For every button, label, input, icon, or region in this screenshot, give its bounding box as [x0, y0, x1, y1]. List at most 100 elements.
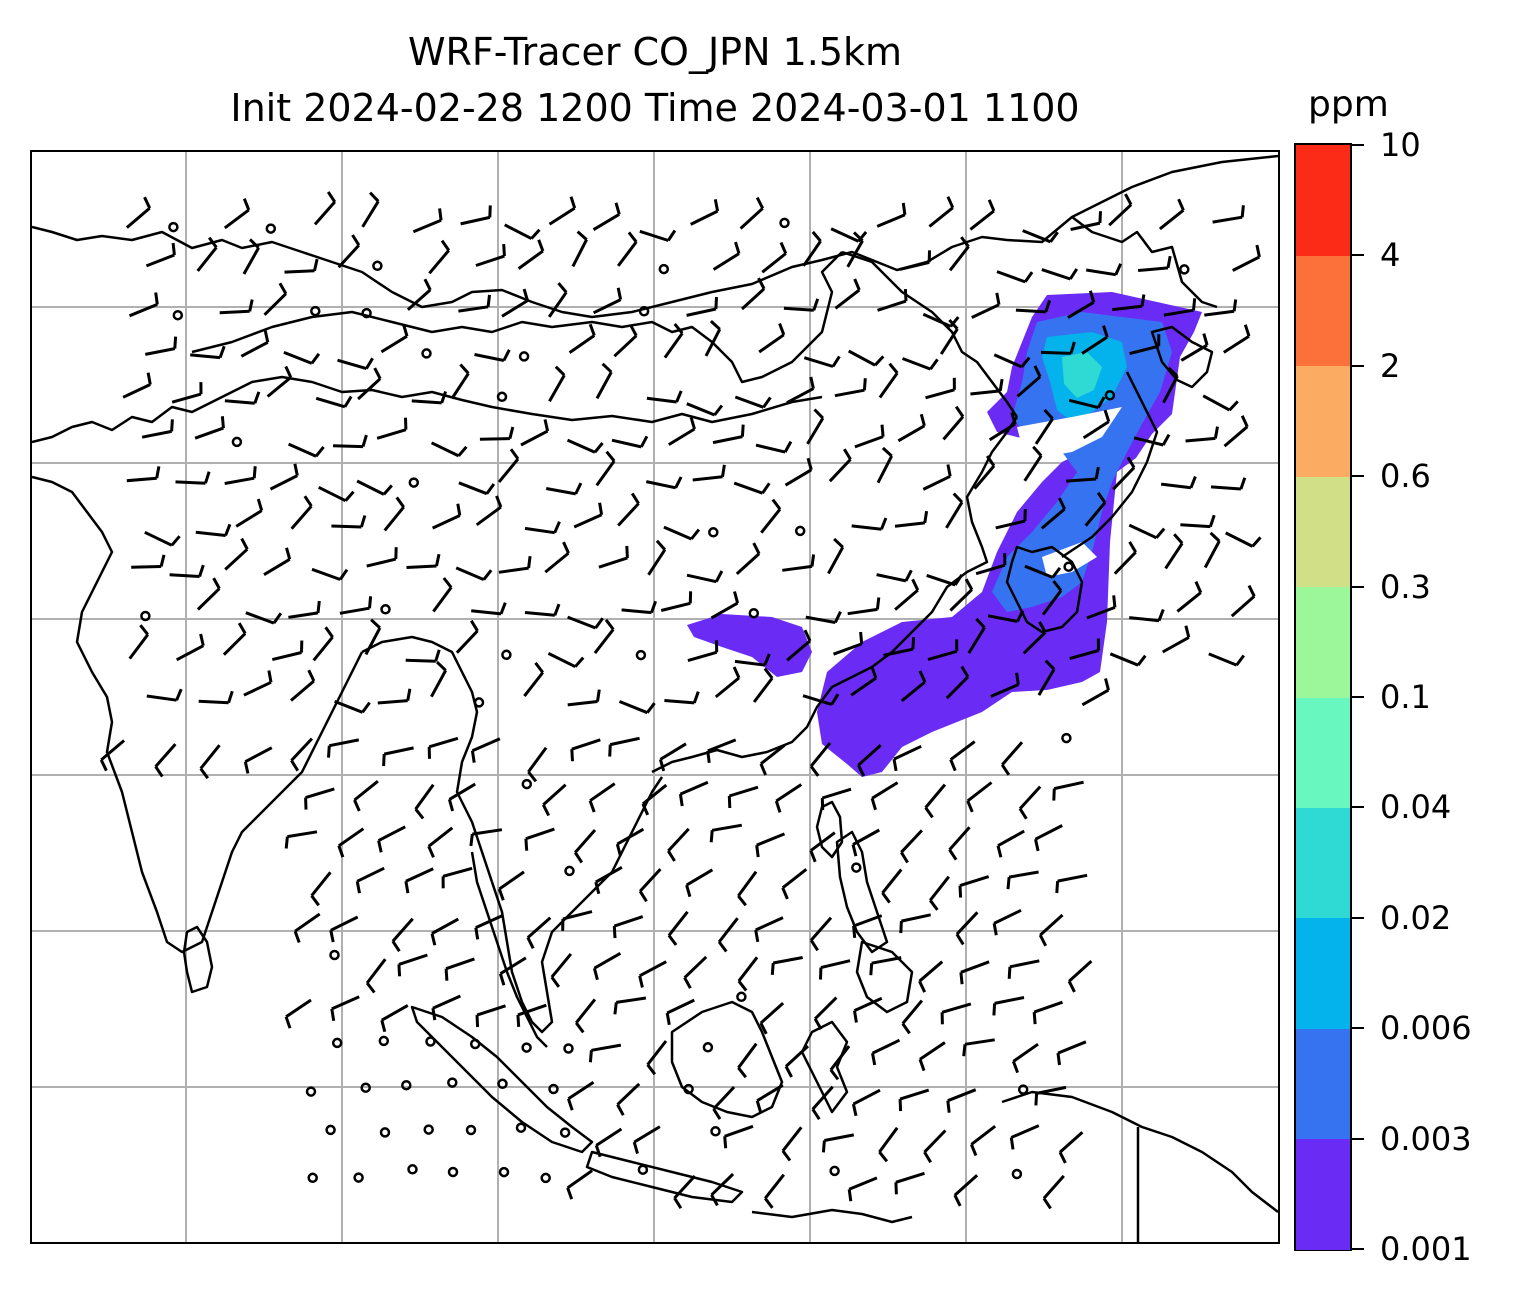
wind-barb-flag [714, 570, 724, 583]
wind-barb-calm [408, 477, 420, 488]
wind-barb-flag [709, 830, 714, 843]
wind-barb-flag [1184, 625, 1191, 638]
wind-barb-flag [1112, 595, 1117, 608]
wind-barb-shaft [997, 829, 1025, 848]
wind-barb-shaft [854, 435, 884, 449]
wind-barb-flag [524, 838, 529, 851]
wind-barb-flag [732, 666, 741, 679]
wind-barb-shaft [1018, 785, 1042, 810]
wind-barb-shaft [830, 227, 860, 243]
wind-barb-shaft [960, 960, 990, 974]
wind-barb-shaft [475, 505, 502, 527]
wind-barb-flag [284, 836, 289, 849]
wind-barb-shaft [737, 870, 758, 897]
wind-barb-shaft [458, 305, 489, 313]
wind-barb-shaft [761, 252, 787, 274]
wind-barb-shaft [285, 998, 312, 1019]
wind-barb-flag [1173, 533, 1184, 545]
wind-barb-shaft [927, 649, 958, 662]
wind-barb-flag [851, 844, 858, 857]
wind-barb-flag [1033, 365, 1042, 378]
colorbar-segment [1296, 1028, 1350, 1140]
wind-barb-flag [996, 845, 1003, 858]
wind-barb-flag [1049, 231, 1059, 243]
wind-barb-shaft [827, 546, 845, 575]
wind-barb-shaft [125, 206, 151, 229]
wind-barb-flag [881, 892, 891, 904]
wind-barb-flag [457, 445, 468, 457]
wind-barb-shaft [222, 632, 247, 656]
wind-barb-shaft [900, 680, 926, 703]
wind-barb-shaft [712, 435, 743, 445]
colorbar-tick-label: 2 [1380, 346, 1401, 385]
wind-barb-calm [307, 1172, 318, 1184]
wind-barb-flag [1202, 333, 1209, 346]
wind-barb-flag [923, 510, 929, 524]
wind-barb-shaft [567, 1081, 595, 1101]
wind-barb-shaft [609, 736, 640, 747]
wind-barb-flag [1094, 466, 1100, 480]
wind-barb-flag [498, 973, 506, 986]
wind-barb-flag [361, 701, 371, 714]
wind-barb-shaft [574, 829, 597, 854]
wind-barb-shaft [458, 481, 488, 496]
wind-barb-calm [496, 391, 508, 403]
wind-barb-shaft [616, 1082, 641, 1106]
wind-barb-flag [502, 244, 506, 257]
wind-barb-shaft [848, 1176, 878, 1191]
colorbar-unit-label: ppm [1308, 84, 1389, 125]
wind-barb-shaft [595, 371, 613, 400]
wind-barb-flag [594, 617, 604, 629]
wind-barb-shaft [1034, 417, 1054, 445]
wind-barb-shaft [450, 372, 470, 400]
wind-barb-shaft [196, 587, 221, 611]
wind-barb-flag [256, 498, 264, 512]
wind-barb-flag [303, 495, 313, 507]
wind-barb-shaft [803, 356, 834, 368]
wind-barb-flag [293, 463, 299, 476]
wind-barb-shaft [971, 303, 1000, 319]
wind-barb-calm [305, 1086, 317, 1097]
wind-barb-flag [1020, 356, 1031, 368]
wind-barb-flag [272, 612, 283, 624]
wind-barb-shaft [428, 249, 450, 275]
tracer-plume-west [687, 614, 812, 677]
wind-barb-flag [678, 793, 684, 807]
wind-barb-flag [284, 365, 293, 379]
wind-barb-shaft [562, 910, 593, 921]
wind-barb-flag [770, 962, 775, 976]
wind-barb-flag [605, 450, 616, 462]
wind-barb-shaft [967, 626, 986, 654]
coastline-russia-east [1071, 216, 1218, 309]
wind-barb-flag [762, 396, 772, 409]
wind-barb-flag [948, 318, 959, 330]
wind-barb-shaft [1133, 436, 1164, 447]
wind-barb-shaft [846, 240, 864, 268]
wind-barb-flag [204, 471, 211, 484]
wind-barb-shaft [479, 437, 510, 441]
wind-barb-flag [1189, 476, 1197, 489]
wind-barb-shaft [366, 557, 397, 568]
wind-barb-shaft [1024, 564, 1054, 579]
wind-barb-flag [632, 1141, 639, 1155]
wind-barb-shaft [734, 659, 765, 667]
wind-barb-flag [761, 482, 771, 495]
wind-barb-shaft [1129, 616, 1160, 623]
wind-barb-shaft [664, 699, 695, 705]
wind-barb-shaft [1015, 308, 1046, 314]
colorbar-tick-label: 0.04 [1380, 788, 1452, 827]
wind-barb-flag [953, 1194, 962, 1207]
colorbar-tick-label: 10 [1380, 126, 1421, 164]
wind-barb-flag [888, 362, 899, 374]
wind-barb-shaft [895, 1171, 925, 1184]
wind-barb-shaft [411, 399, 442, 405]
wind-barb-flag [359, 515, 367, 528]
wind-barb-shaft [199, 744, 221, 770]
wind-barb-shaft [1033, 1000, 1063, 1014]
wind-barb-flag [313, 258, 319, 272]
wind-barb-flag [721, 464, 726, 478]
wind-barb-flag [843, 448, 852, 461]
wind-barb-flag [667, 934, 678, 946]
wind-barb-shaft [1042, 1174, 1065, 1200]
wind-barb-flag [566, 1098, 574, 1111]
